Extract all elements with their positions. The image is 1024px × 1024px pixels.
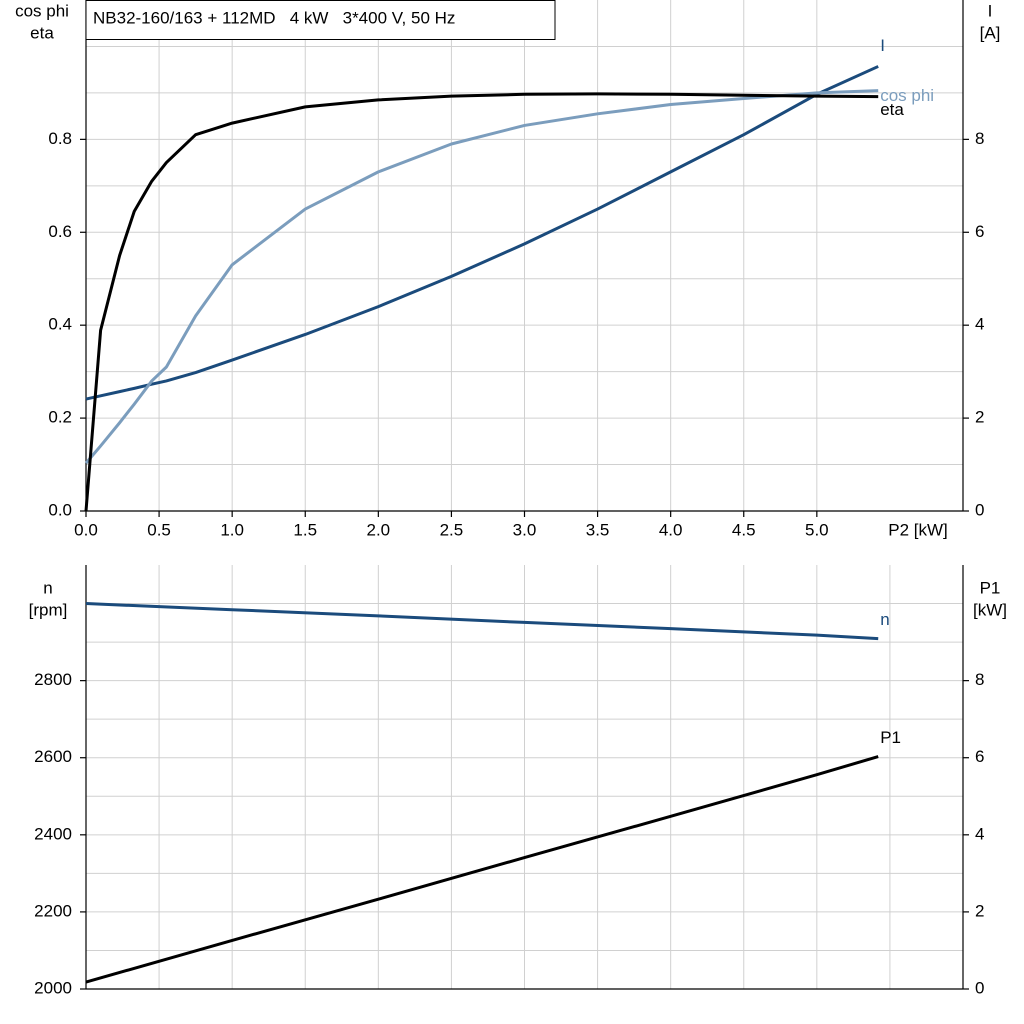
- series-label: eta: [880, 100, 904, 119]
- y2-tick-label: 0: [975, 978, 984, 997]
- x-tick-label: 2.0: [367, 520, 391, 539]
- y2-axis-label: [kW]: [973, 600, 1007, 619]
- y-tick-label: 0.4: [48, 315, 72, 334]
- x-tick-label: 3.0: [513, 520, 537, 539]
- line-2: [84, 89, 879, 465]
- line-3: [84, 92, 879, 512]
- x-tick-label: 2.5: [440, 520, 464, 539]
- y2-tick-label: 6: [975, 222, 984, 241]
- y-tick-label: 2400: [34, 824, 72, 843]
- y-axis-label: cos phi: [15, 1, 69, 20]
- x-tick-label: 4.0: [659, 520, 683, 539]
- x-axis-label: P2 [kW]: [888, 520, 948, 539]
- y-axis-label: eta: [30, 23, 54, 42]
- y2-axis-label: P1: [980, 578, 1001, 597]
- x-tick-label: 5.0: [805, 520, 829, 539]
- y2-tick-label: 8: [975, 129, 984, 148]
- series-label: P1: [880, 728, 901, 747]
- y-tick-label: 0.2: [48, 408, 72, 427]
- y-axis-label: [rpm]: [29, 600, 68, 619]
- y2-axis-label: I: [988, 1, 993, 20]
- y-tick-label: 0.6: [48, 222, 72, 241]
- y2-tick-label: 6: [975, 747, 984, 766]
- series-label: n: [880, 610, 889, 629]
- x-tick-label: 4.5: [732, 520, 756, 539]
- y-tick-label: 2200: [34, 901, 72, 920]
- y2-tick-label: 0: [975, 500, 984, 519]
- y2-tick-label: 4: [975, 315, 984, 334]
- y-axis-label: n: [43, 578, 52, 597]
- series-label: cos phi: [880, 86, 934, 105]
- title-box: [85, 0, 556, 40]
- x-tick-label: 3.5: [586, 520, 610, 539]
- line-1: [85, 602, 879, 641]
- y2-tick-label: 8: [975, 670, 984, 689]
- y2-axis-label: [A]: [980, 23, 1001, 42]
- line-1: [85, 65, 879, 401]
- series-label: I: [880, 36, 885, 55]
- y-tick-label: 0.8: [48, 129, 72, 148]
- line-2: [85, 755, 879, 984]
- y-tick-label: 2800: [34, 670, 72, 689]
- x-tick-label: 1.0: [220, 520, 244, 539]
- chart-title: NB32-160/163 + 112MD 4 kW 3*400 V, 50 Hz: [93, 8, 455, 27]
- x-tick-label: 1.5: [293, 520, 317, 539]
- y-tick-label: 2000: [34, 978, 72, 997]
- x-tick-label: 0.0: [74, 520, 98, 539]
- y-tick-label: 2600: [34, 747, 72, 766]
- x-tick-label: 0.5: [147, 520, 171, 539]
- y2-tick-label: 4: [975, 824, 984, 843]
- y-tick-label: 0.0: [48, 500, 72, 519]
- y2-tick-label: 2: [975, 901, 984, 920]
- y2-tick-label: 2: [975, 408, 984, 427]
